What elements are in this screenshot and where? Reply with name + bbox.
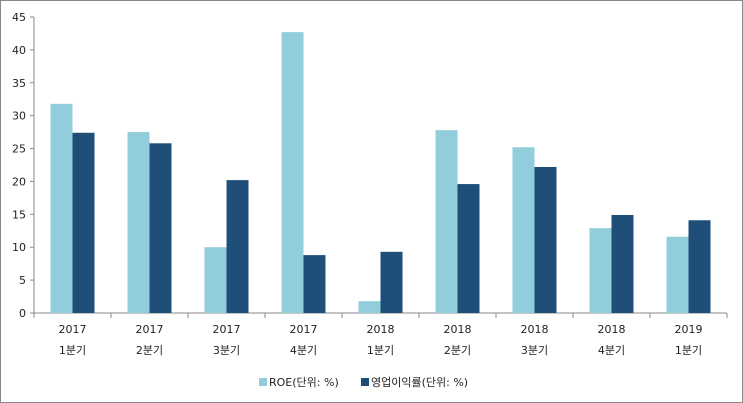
legend-label-roe: ROE(단위: %) [269, 376, 339, 389]
y-tick-label: 35 [12, 77, 26, 90]
x-tick-label-year: 2018 [444, 323, 472, 336]
x-tick-label-quarter: 4분기 [598, 344, 625, 357]
y-tick-label: 5 [19, 274, 26, 287]
legend-label-operating-margin: 영업이익률(단위: %) [371, 376, 469, 389]
bar-operating-margin [226, 180, 249, 313]
x-tick-label-year: 2018 [598, 323, 626, 336]
bar-operating-margin [611, 214, 634, 313]
x-tick-label-year: 2018 [367, 323, 395, 336]
bar-operating-margin [303, 255, 326, 313]
bar-operating-margin [457, 184, 480, 313]
x-tick-label-quarter: 2분기 [444, 344, 471, 357]
bar-roe [589, 228, 612, 313]
x-tick-label-quarter: 4분기 [290, 344, 317, 357]
y-tick-label: 45 [12, 11, 26, 24]
bar-roe [281, 32, 304, 314]
y-tick-label: 25 [12, 143, 26, 156]
bar-operating-margin [688, 220, 711, 313]
y-tick-label: 30 [12, 110, 26, 123]
bar-roe [127, 132, 150, 313]
bar-roe [435, 130, 458, 313]
bar-roe [666, 236, 689, 313]
x-tick-label-year: 2017 [290, 323, 318, 336]
y-tick-label: 0 [19, 307, 26, 320]
y-tick-label: 10 [12, 241, 26, 254]
bar-operating-margin [149, 143, 172, 313]
x-tick-label-quarter: 2분기 [136, 344, 163, 357]
x-tick-label-quarter: 1분기 [59, 344, 86, 357]
x-tick-label-quarter: 1분기 [675, 344, 702, 357]
x-tick-label-year: 2018 [521, 323, 549, 336]
bar-operating-margin [380, 251, 403, 313]
x-tick-label-year: 2019 [675, 323, 703, 336]
y-tick-label: 20 [12, 175, 26, 188]
bar-roe [358, 301, 381, 313]
legend-swatch-roe [259, 378, 267, 386]
x-tick-label-year: 2017 [213, 323, 241, 336]
x-tick-label-quarter: 1분기 [367, 344, 394, 357]
legend-item-operating-margin: 영업이익률(단위: %) [361, 374, 468, 390]
y-tick-label: 15 [12, 208, 26, 221]
bar-roe [50, 103, 73, 314]
legend-swatch-operating-margin [361, 378, 369, 386]
x-tick-label-quarter: 3분기 [521, 344, 548, 357]
x-tick-label-year: 2017 [59, 323, 87, 336]
x-tick-label-quarter: 3분기 [213, 344, 240, 357]
y-tick-label: 40 [12, 44, 26, 57]
bar-operating-margin [72, 132, 95, 313]
legend-item-roe: ROE(단위: %) [259, 374, 339, 390]
bar-roe [512, 147, 535, 313]
x-tick-label-year: 2017 [136, 323, 164, 336]
bar-roe [204, 247, 227, 313]
bar-operating-margin [534, 166, 557, 313]
